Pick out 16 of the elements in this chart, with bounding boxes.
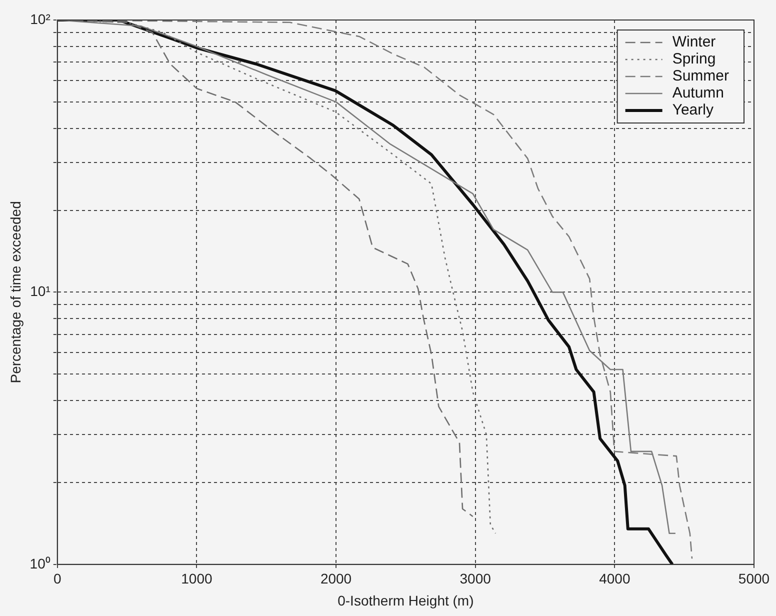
legend-label: Spring: [672, 50, 716, 68]
x-tick-label: 2000: [320, 570, 352, 587]
legend-label: Yearly: [672, 102, 714, 119]
y-tick-label: 10¹: [30, 283, 51, 300]
legend-label: Autumn: [672, 84, 724, 102]
x-tick-label: 1000: [181, 570, 212, 587]
legend-label: Winter: [672, 34, 716, 51]
x-tick-label: 5000: [738, 570, 770, 587]
y-tick-label: 10⁰: [30, 555, 50, 572]
y-tick-label: 10²: [30, 10, 51, 27]
x-tick-label: 0: [53, 570, 62, 587]
y-axis-title: Percentage of time exceeded: [7, 201, 24, 384]
legend-label: Summer: [672, 68, 730, 85]
x-axis-title: 0-Isotherm Height (m): [338, 592, 474, 608]
x-tick-label: 4000: [599, 570, 630, 587]
x-tick-label: 3000: [460, 570, 492, 587]
